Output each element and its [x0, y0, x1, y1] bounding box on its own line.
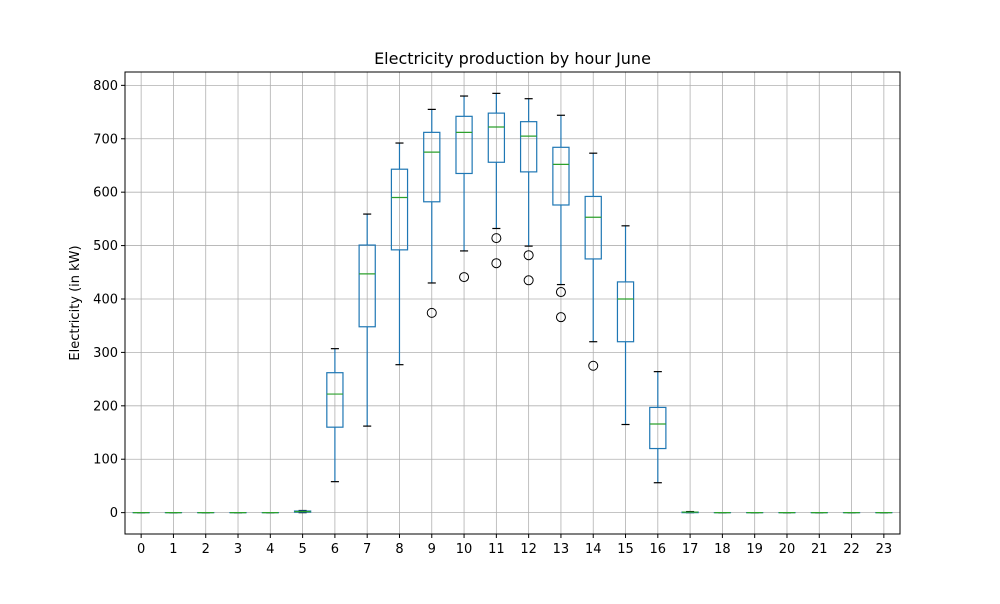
x-tick-label: 15 — [617, 542, 634, 557]
x-tick-label: 6 — [331, 542, 339, 557]
x-tick-label: 0 — [137, 542, 145, 557]
x-tick-label: 23 — [876, 542, 893, 557]
x-tick-label: 11 — [488, 542, 505, 557]
x-tick-label: 16 — [650, 542, 667, 557]
x-tick-label: 9 — [428, 542, 436, 557]
x-tick-label: 7 — [363, 542, 371, 557]
y-tick-label: 300 — [93, 346, 118, 361]
grid-lines — [125, 72, 900, 534]
y-tick-label: 400 — [93, 292, 118, 307]
x-tick-label: 2 — [202, 542, 210, 557]
box-series — [133, 93, 892, 512]
x-tick-label: 14 — [585, 542, 602, 557]
x-tick-label: 20 — [779, 542, 796, 557]
x-tick-label: 10 — [456, 542, 473, 557]
x-tick-label: 18 — [714, 542, 731, 557]
y-tick-label: 600 — [93, 186, 118, 201]
chart-title: Electricity production by hour June — [374, 49, 651, 68]
x-tick-label: 3 — [234, 542, 242, 557]
y-tick-label: 200 — [93, 399, 118, 414]
y-tick-label: 700 — [93, 132, 118, 147]
box-hour-14 — [585, 153, 601, 370]
x-tick-label: 8 — [395, 542, 403, 557]
x-tick-label: 21 — [811, 542, 828, 557]
x-tick-label: 17 — [682, 542, 699, 557]
x-tick-label: 12 — [520, 542, 537, 557]
y-tick-label: 500 — [93, 239, 118, 254]
x-tick-label: 4 — [266, 542, 274, 557]
x-tick-label: 1 — [169, 542, 177, 557]
x-tick-label: 13 — [553, 542, 570, 557]
y-tick-label: 800 — [93, 79, 118, 94]
y-tick-label: 0 — [110, 506, 118, 521]
x-tick-label: 22 — [843, 542, 860, 557]
box-hour-17 — [682, 512, 698, 513]
x-tick-label: 19 — [746, 542, 763, 557]
y-axis-ticks: 0 100 200 300 400 500 600 700 800 — [93, 79, 125, 521]
x-tick-label: 5 — [298, 542, 306, 557]
box-hour-5 — [295, 510, 311, 512]
y-axis-label: Electricity (in kW) — [68, 245, 83, 360]
y-tick-label: 100 — [93, 453, 118, 468]
plot-frame — [125, 72, 900, 534]
